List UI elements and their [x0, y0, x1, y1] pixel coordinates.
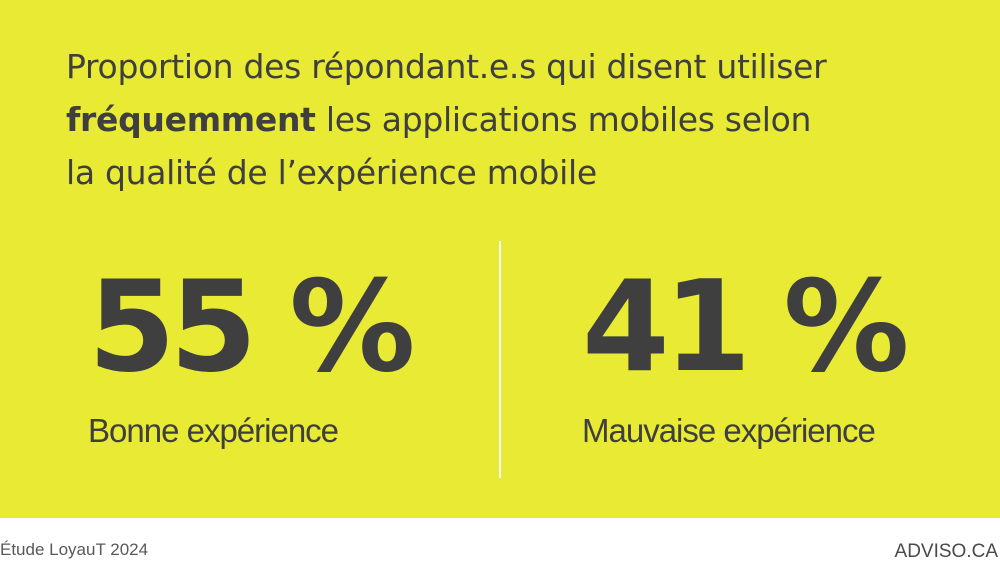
brand-url: ADVISO.CA: [894, 541, 998, 562]
title-emphasis: fréquemment: [66, 100, 316, 139]
stat-good-experience-value: 55 %: [88, 253, 415, 400]
title-line-2: fréquemment les applications mobiles sel…: [66, 93, 946, 146]
stat-divider: [499, 241, 501, 478]
stat-good-experience-label: Bonne expérience: [88, 412, 339, 449]
stat-bad-experience-value: 41 %: [582, 253, 909, 400]
title-line-2-rest: les applications mobiles selon: [315, 100, 812, 139]
infographic-panel: Proportion des répondant.e.s qui disent …: [0, 0, 1000, 518]
infographic-title: Proportion des répondant.e.s qui disent …: [66, 40, 946, 199]
source-credit: Étude LoyauT 2024: [0, 540, 149, 559]
title-line-1: Proportion des répondant.e.s qui disent …: [66, 47, 827, 86]
stat-bad-experience-label: Mauvaise expérience: [582, 412, 876, 449]
title-line-3: la qualité de l’expérience mobile: [66, 153, 597, 192]
